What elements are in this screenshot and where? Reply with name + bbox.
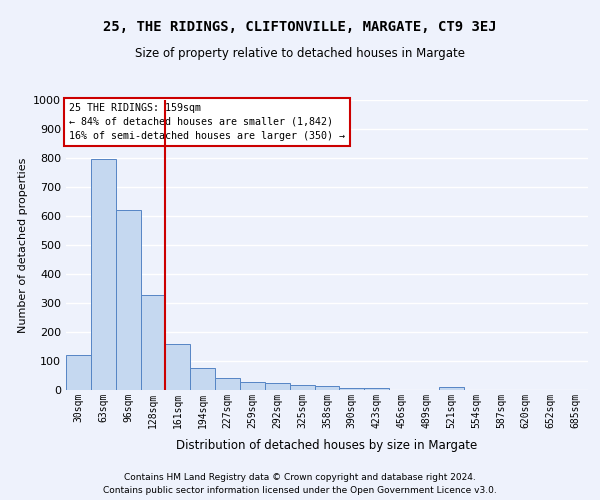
Text: Contains HM Land Registry data © Crown copyright and database right 2024.: Contains HM Land Registry data © Crown c… [124,472,476,482]
Bar [265,383,290,390]
X-axis label: Distribution of detached houses by size in Margate: Distribution of detached houses by size … [176,439,478,452]
Bar [439,388,464,390]
Text: Size of property relative to detached houses in Margate: Size of property relative to detached ho… [135,48,465,60]
Bar [66,354,91,390]
Bar [91,160,116,390]
Bar [215,378,240,390]
Bar [290,386,314,390]
Bar [340,388,364,390]
Y-axis label: Number of detached properties: Number of detached properties [17,158,28,332]
Bar [166,344,190,390]
Bar [140,295,166,390]
Text: 25 THE RIDINGS: 159sqm
← 84% of detached houses are smaller (1,842)
16% of semi-: 25 THE RIDINGS: 159sqm ← 84% of detached… [68,103,344,141]
Bar [190,368,215,390]
Bar [116,210,140,390]
Bar [240,382,265,390]
Text: Contains public sector information licensed under the Open Government Licence v3: Contains public sector information licen… [103,486,497,495]
Bar [314,386,340,390]
Bar [364,388,389,390]
Text: 25, THE RIDINGS, CLIFTONVILLE, MARGATE, CT9 3EJ: 25, THE RIDINGS, CLIFTONVILLE, MARGATE, … [103,20,497,34]
